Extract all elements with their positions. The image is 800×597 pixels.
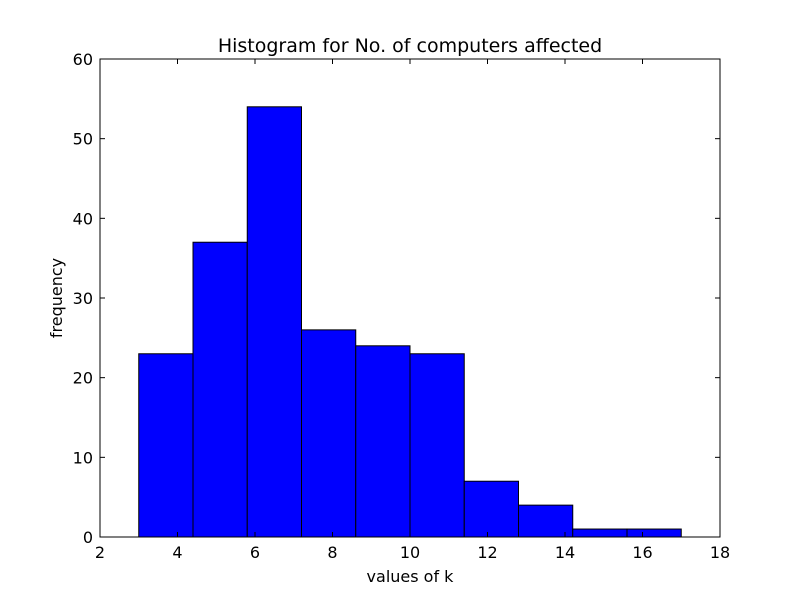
x-tick-label: 10 <box>400 543 420 562</box>
chart-title: Histogram for No. of computers affected <box>218 35 602 57</box>
y-axis-label: frequency <box>47 258 66 338</box>
y-tick-label: 40 <box>73 209 93 228</box>
histogram-bar <box>192 241 248 538</box>
histogram-bar <box>626 528 682 538</box>
y-axis-ticks: 0 10 20 30 40 50 60 <box>73 50 720 547</box>
histogram-bar <box>463 480 519 538</box>
x-tick-label: 6 <box>250 543 260 562</box>
y-tick-label: 0 <box>83 528 93 547</box>
histogram-bar <box>518 504 574 538</box>
x-tick-label: 8 <box>327 543 337 562</box>
histogram-bar <box>355 345 411 538</box>
x-tick-label: 18 <box>710 543 730 562</box>
histogram-bar <box>409 353 465 538</box>
y-tick-label: 60 <box>73 50 93 69</box>
x-tick-label: 14 <box>555 543 575 562</box>
y-tick-label: 30 <box>73 289 93 308</box>
y-tick-label: 10 <box>73 448 93 467</box>
bars-group <box>138 106 682 538</box>
x-axis-ticks: 2 4 6 8 10 12 14 16 18 <box>95 59 730 562</box>
histogram-bar <box>572 528 628 538</box>
histogram-bar <box>138 353 194 538</box>
histogram-bar <box>246 106 302 538</box>
x-tick-label: 2 <box>95 543 105 562</box>
x-tick-label: 16 <box>632 543 652 562</box>
x-tick-label: 4 <box>172 543 182 562</box>
y-tick-label: 20 <box>73 369 93 388</box>
x-axis-label: values of k <box>367 567 455 586</box>
x-tick-label: 12 <box>477 543 497 562</box>
y-tick-label: 50 <box>73 130 93 149</box>
histogram-bar <box>301 329 357 538</box>
